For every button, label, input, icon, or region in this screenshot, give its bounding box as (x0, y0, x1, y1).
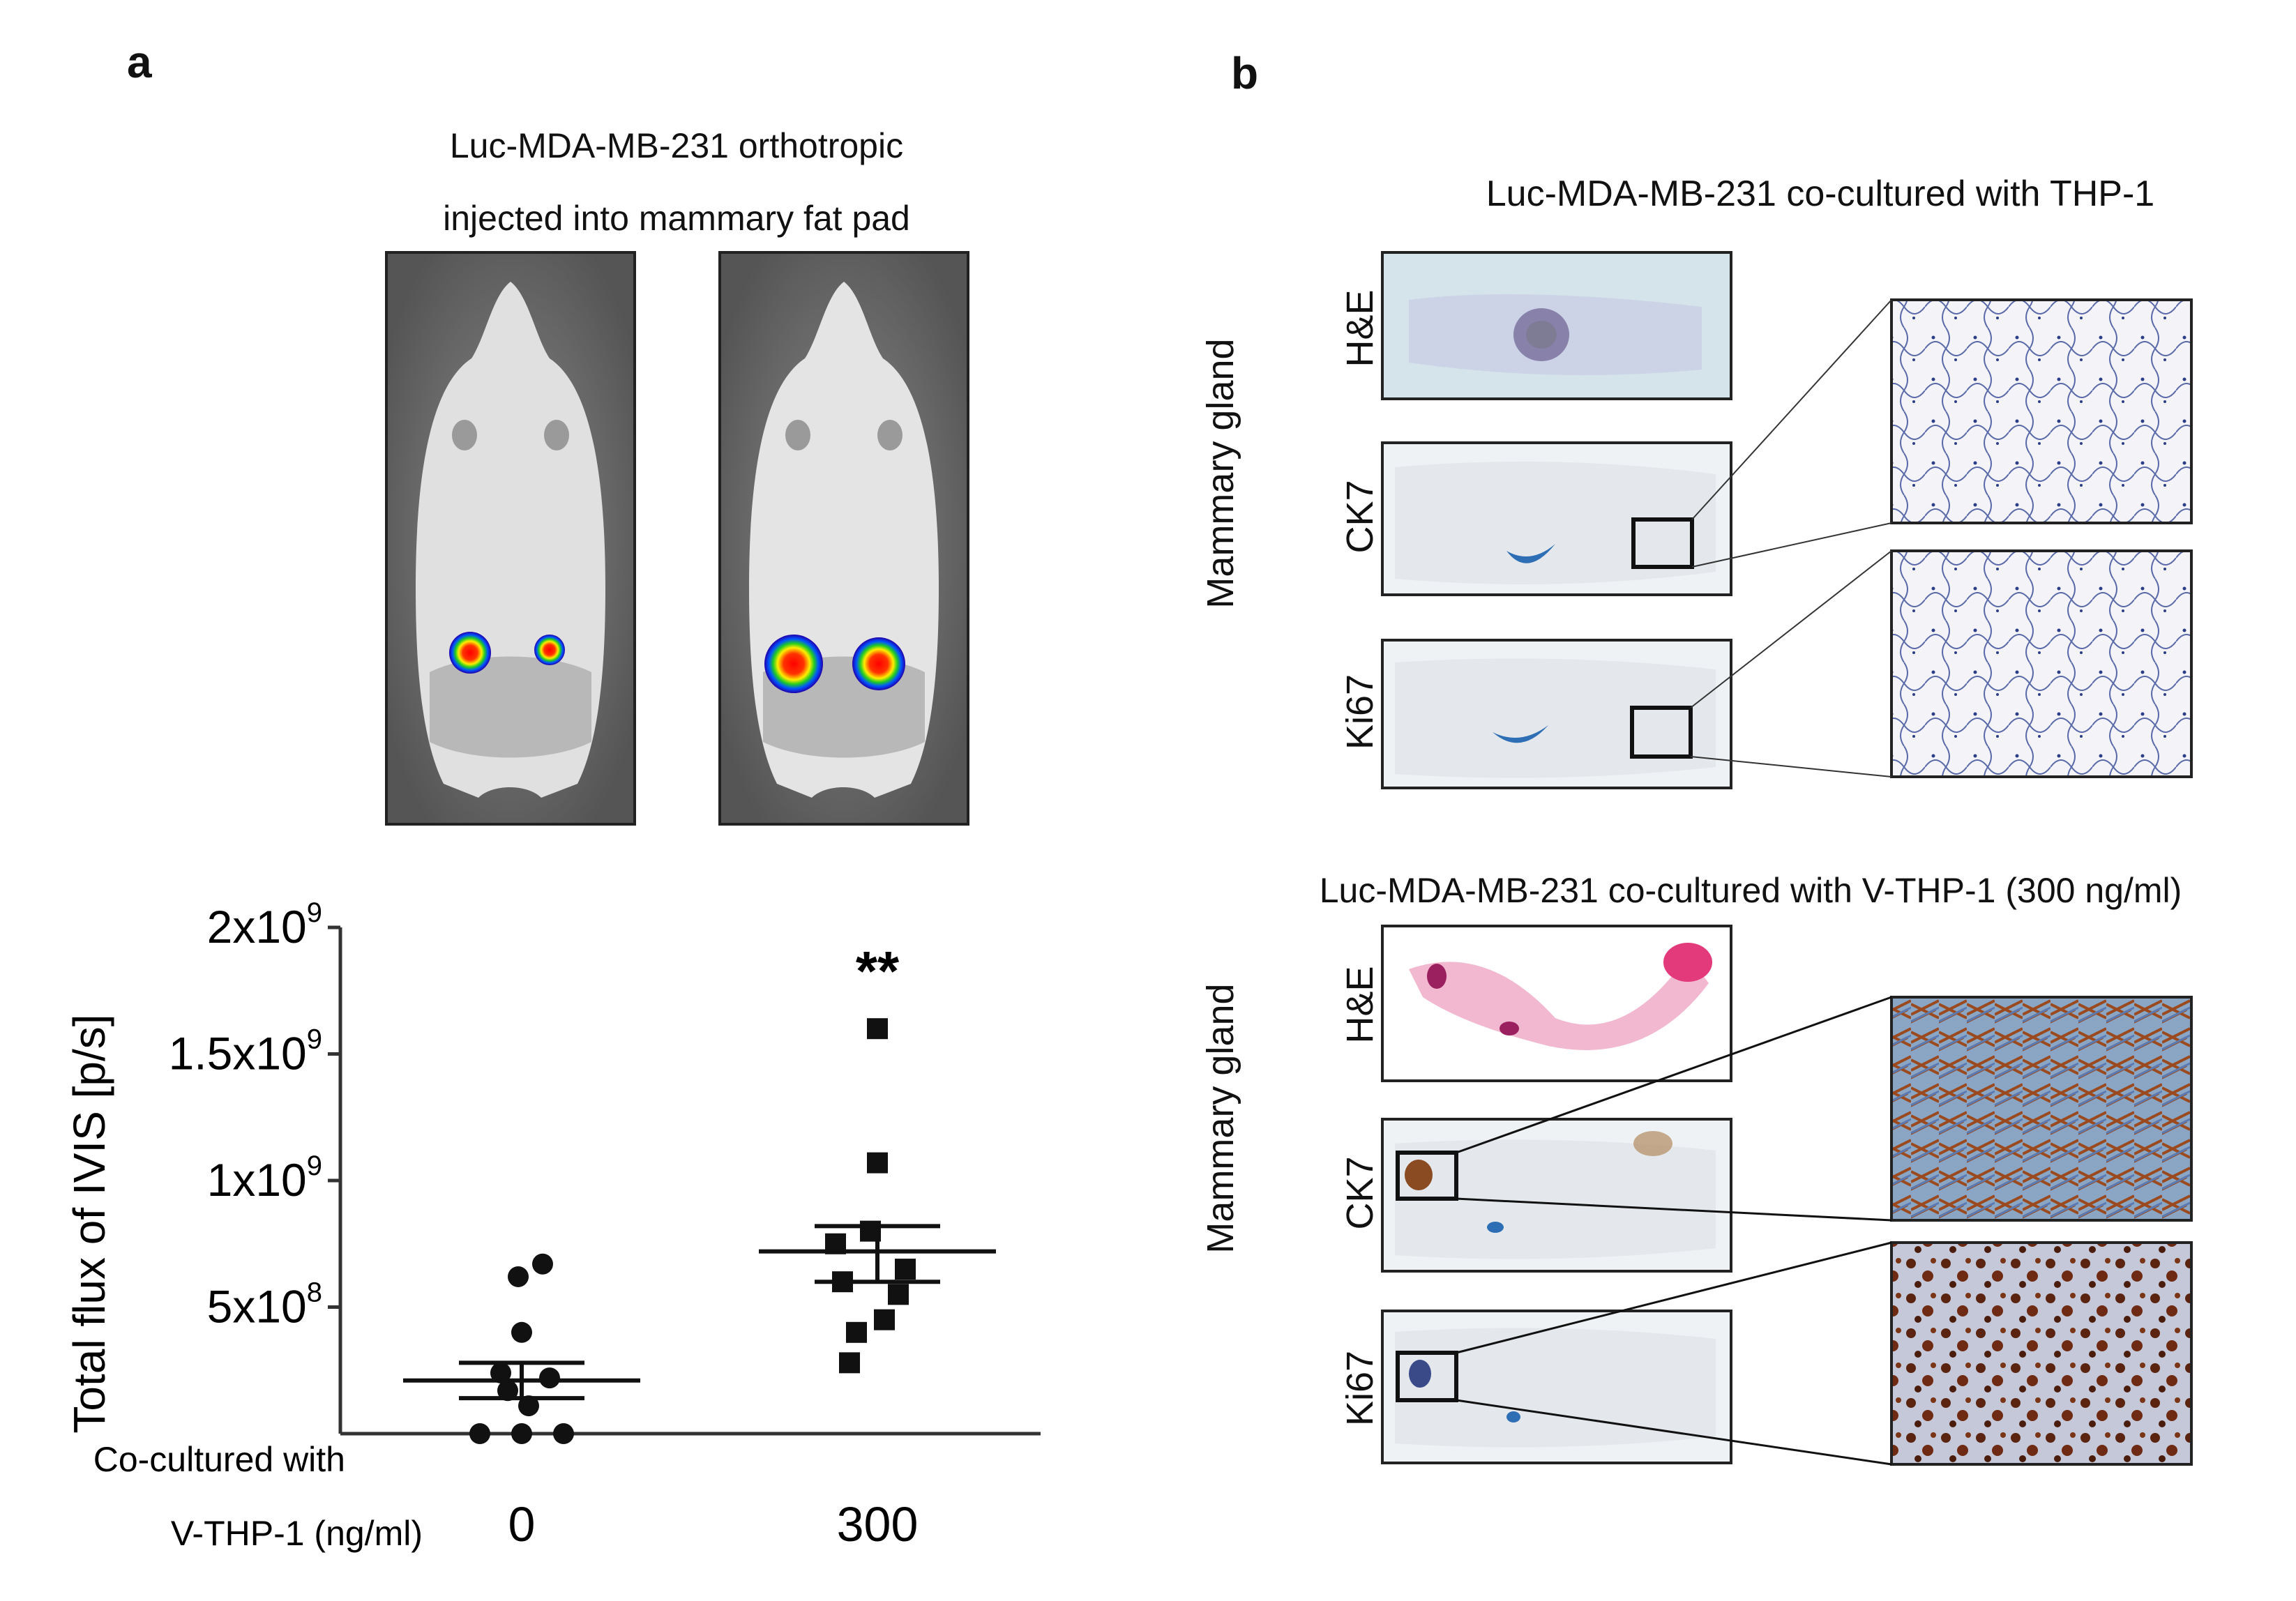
data-point (508, 1266, 529, 1287)
data-point (867, 1018, 888, 1040)
data-point (888, 1284, 909, 1305)
x-axis-label-line1: Co-cultured with (93, 1440, 345, 1479)
mouse-image-0 (385, 251, 636, 826)
data-point (553, 1423, 574, 1444)
data-point (511, 1321, 532, 1343)
zoom-ck7-bottom (1890, 996, 2193, 1222)
y-axis-label: Total flux of IVIS [p/s] (64, 1014, 114, 1433)
data-point (867, 1152, 888, 1174)
panel-b-letter: b (1231, 48, 1259, 98)
ck7-slide-bottom (1381, 1118, 1732, 1273)
data-point (518, 1395, 539, 1417)
data-point (539, 1367, 560, 1389)
row-label-ck7-bottom: CK7 (1339, 1156, 1381, 1230)
panel-b-bottom-title: Luc-MDA-MB-231 co-cultured with V-THP-1 … (1319, 871, 2182, 910)
data-point (497, 1380, 518, 1402)
he-slide-bottom (1381, 925, 1732, 1082)
zoom-connectors-bottom (1456, 996, 1892, 1466)
data-point (846, 1321, 867, 1343)
significance-marker: ** (856, 940, 900, 1002)
tissue-label-bottom: Mammary gland (1200, 983, 1241, 1254)
row-label-he-bottom: H&E (1339, 966, 1381, 1044)
data-point (839, 1352, 860, 1374)
zoom-connectors-top (1690, 299, 1892, 777)
data-point (532, 1253, 553, 1275)
row-label-ki67-top: Ki67 (1339, 674, 1381, 750)
x-axis-label-line2: V-THP-1 (ng/ml) (171, 1514, 423, 1553)
ki67-slide-top (1381, 639, 1732, 789)
y-tick-label: 1x109 (207, 1151, 322, 1206)
row-label-ck7-top: CK7 (1339, 480, 1381, 554)
row-label-ki67-bottom: Ki67 (1339, 1350, 1381, 1427)
row-label-he-top: H&E (1339, 289, 1381, 367)
he-slide-top (1381, 251, 1732, 400)
mouse-image-300 (718, 251, 969, 826)
panel-a-letter: a (127, 37, 152, 87)
y-tick-label: 1.5x109 (169, 1024, 322, 1079)
panel-b-top-title: Luc-MDA-MB-231 co-cultured with THP-1 (1486, 174, 2155, 214)
y-tick-label: 2x109 (207, 897, 322, 953)
ck7-slide-top (1381, 441, 1732, 596)
panel-a-title-line1: Luc-MDA-MB-231 orthotropic (449, 126, 904, 165)
data-point (895, 1259, 916, 1280)
panel-a-title-line2: injected into mammary fat pad (443, 199, 910, 238)
zoom-ki67-top (1890, 549, 2193, 778)
x-tick-label-0: 0 (508, 1497, 536, 1551)
data-point (490, 1362, 511, 1383)
tissue-label-top: Mammary gland (1200, 338, 1241, 609)
x-tick-label-300: 300 (837, 1497, 919, 1551)
zoom-ck7-top (1890, 298, 2193, 524)
histology-figure (1381, 251, 2193, 1466)
ki67-slide-bottom (1381, 1310, 1732, 1464)
ivis-scatter-chart: Total flux of IVIS [p/s] 5x108 1x109 1.5x1… (64, 897, 1041, 1553)
y-tick-label: 5x108 (207, 1277, 322, 1333)
data-point (469, 1423, 490, 1444)
data-point (874, 1309, 895, 1330)
data-point (511, 1423, 532, 1444)
zoom-ki67-bottom (1890, 1241, 2193, 1466)
